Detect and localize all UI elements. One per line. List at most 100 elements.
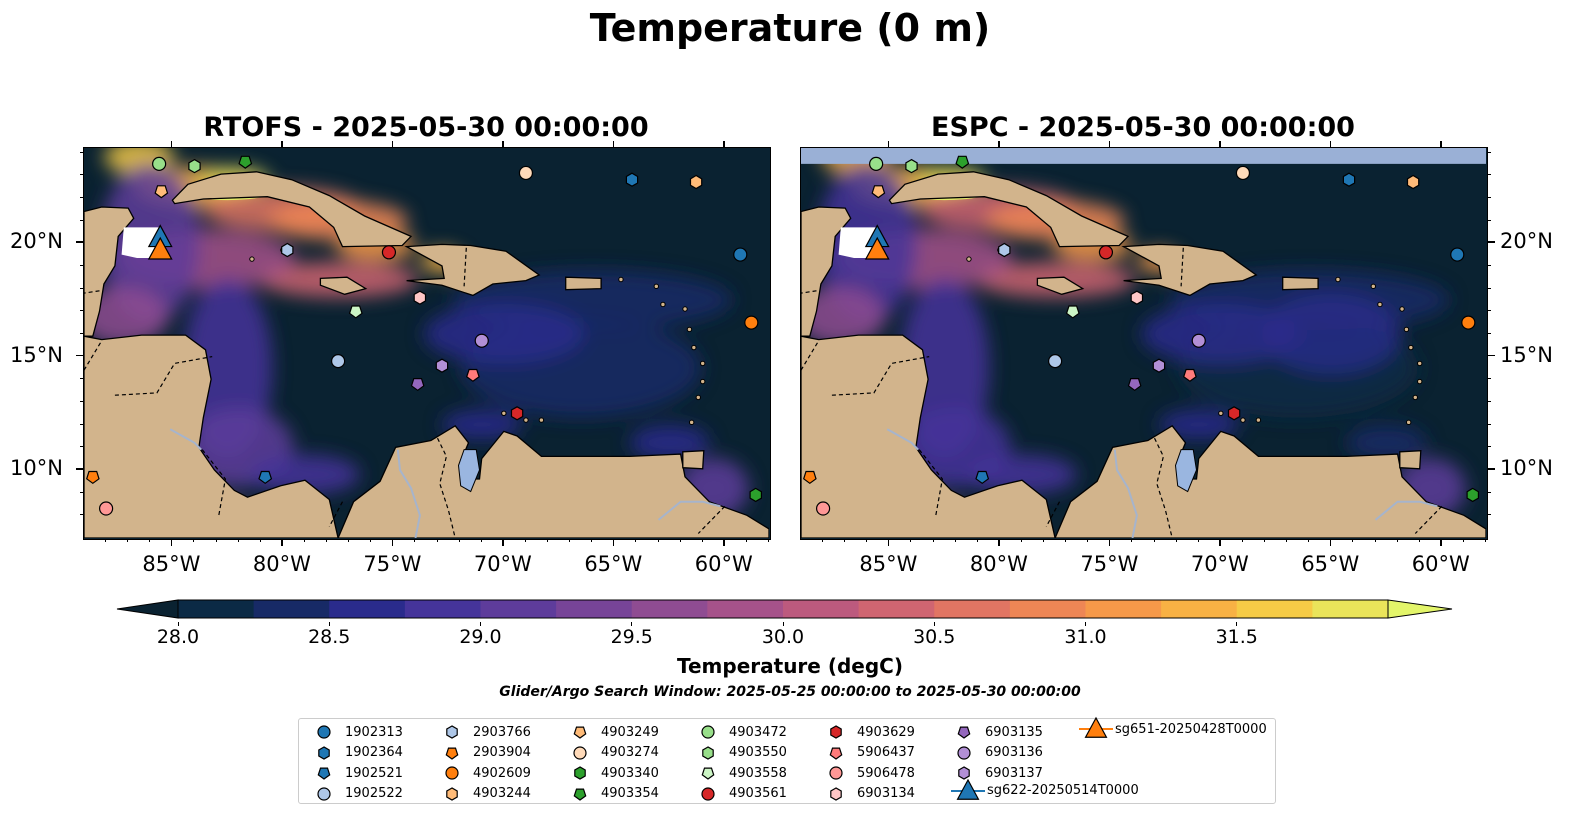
y-minor-tick (1488, 264, 1491, 266)
colorbar-segment (1009, 600, 1086, 618)
colorbar-segment (1312, 600, 1389, 618)
pentagon-marker-icon (957, 726, 971, 739)
espc-panel-title: ESPC - 2025-05-30 00:00:00 (931, 112, 1355, 143)
legend-entry-6903135: 6903135 (951, 722, 1043, 742)
missing-data-patch (838, 227, 877, 258)
float-marker-4903354 (955, 155, 970, 169)
rtofs-map (83, 147, 771, 540)
small-island (1370, 283, 1377, 290)
colorbar-tick-label: 28.5 (308, 626, 351, 648)
colorbar-tick-mark (1085, 622, 1086, 626)
colorbar-tick-label: 29.5 (610, 626, 653, 648)
small-island (966, 256, 972, 262)
x-tick-mark (1329, 539, 1332, 546)
colorbar-tick-mark (782, 622, 784, 626)
legend-marker (701, 725, 715, 739)
legend-label: 4903561 (729, 786, 787, 801)
legend-label: 4903340 (601, 765, 659, 781)
float-marker-4903354 (238, 155, 253, 169)
legend-label: 4903244 (473, 786, 531, 801)
legend-marker (445, 766, 459, 780)
small-island (695, 394, 701, 401)
land-central (801, 334, 1056, 538)
small-island (249, 256, 255, 262)
float-marker-6903134 (413, 290, 427, 305)
legend-entry-6903134: 6903134 (823, 784, 915, 804)
legend-label: 6903135 (985, 724, 1043, 740)
country-border (114, 356, 213, 396)
small-island (660, 301, 666, 308)
country-border (436, 437, 456, 538)
legend-marker (573, 787, 587, 801)
small-island (700, 360, 706, 367)
river-line (396, 449, 421, 538)
x-tick-mark (998, 539, 1000, 546)
colorbar-tick-label: 31.5 (1215, 626, 1258, 648)
pentagon-marker-icon (317, 767, 331, 780)
y-minor-tick (1488, 174, 1491, 176)
glider-marker-sg651-20250428T0000 (147, 236, 173, 260)
y-minor-tick (1488, 423, 1491, 425)
country-border (84, 290, 100, 294)
pentagon-marker-icon (445, 746, 459, 760)
country-border (1414, 505, 1443, 534)
colorbar-tick-mark (328, 622, 330, 626)
pentagon-marker-icon (829, 746, 843, 760)
y-tick-mark (76, 354, 83, 357)
y-tick-label: 15°N (10, 342, 63, 367)
espc-map (800, 147, 1488, 540)
small-island (1377, 301, 1383, 308)
legend-label: 4903354 (601, 786, 659, 801)
y-minor-tick (1488, 400, 1491, 402)
hexagon-marker-icon (574, 766, 586, 780)
colorbar-segment (480, 600, 557, 618)
hexagon-marker-icon (702, 745, 714, 760)
legend-entry-4903249: 4903249 (567, 722, 659, 742)
colorbar-tick-mark (631, 622, 633, 626)
y-minor-tick (1488, 514, 1491, 516)
small-island (1255, 417, 1262, 423)
colorbar-tick-label: 30.5 (913, 626, 956, 648)
colorbar-tick-label: 29.0 (459, 626, 502, 648)
legend-marker (829, 766, 843, 780)
x-tick-label: 85°W (859, 552, 918, 576)
colorbar-segment (329, 600, 406, 618)
small-island (1240, 417, 1246, 423)
circle-marker-icon (445, 766, 459, 780)
float-marker-4903561 (1098, 245, 1114, 260)
float-marker-1902522 (1048, 354, 1063, 369)
x-tick-mark (1108, 539, 1111, 546)
colorbar-segment (1085, 600, 1162, 618)
colorbar-segment (178, 600, 255, 618)
colorbar-segment (783, 600, 860, 618)
float-marker-1902313 (1450, 247, 1465, 262)
x-tick-label: 80°W (969, 552, 1028, 576)
river-line (886, 428, 919, 451)
land-puertoRico (1282, 276, 1319, 291)
colorbar-over-arrow (1387, 599, 1453, 619)
small-island (1403, 326, 1410, 333)
legend-entry-1902522: 1902522 (311, 784, 403, 804)
colorbar-segment (253, 600, 330, 618)
float-marker-5906478 (98, 501, 114, 516)
legend-entry-4903550: 4903550 (695, 743, 787, 763)
country-border (1153, 437, 1173, 538)
small-island (618, 276, 624, 283)
hexagon-marker-icon (830, 786, 842, 801)
x-tick-label: 65°W (1301, 552, 1360, 576)
float-marker-4903561 (381, 245, 397, 260)
x-tick-mark (612, 539, 615, 546)
river-line (657, 500, 721, 521)
legend-label: 5906437 (857, 745, 915, 760)
y-tick-label: 10°N (1500, 455, 1553, 480)
land-hispaniola (1121, 243, 1258, 297)
float-marker-1902364 (625, 172, 639, 187)
colorbar (116, 599, 1453, 619)
legend-label: 4903249 (601, 724, 659, 740)
x-tick-label: 75°W (363, 552, 422, 576)
colorbar-tick-label: 31.0 (1064, 626, 1107, 648)
legend-label: 1902364 (345, 745, 403, 760)
legend-marker (701, 767, 715, 780)
legend-label: 2903766 (473, 724, 531, 740)
float-marker-2903766 (998, 242, 1011, 258)
